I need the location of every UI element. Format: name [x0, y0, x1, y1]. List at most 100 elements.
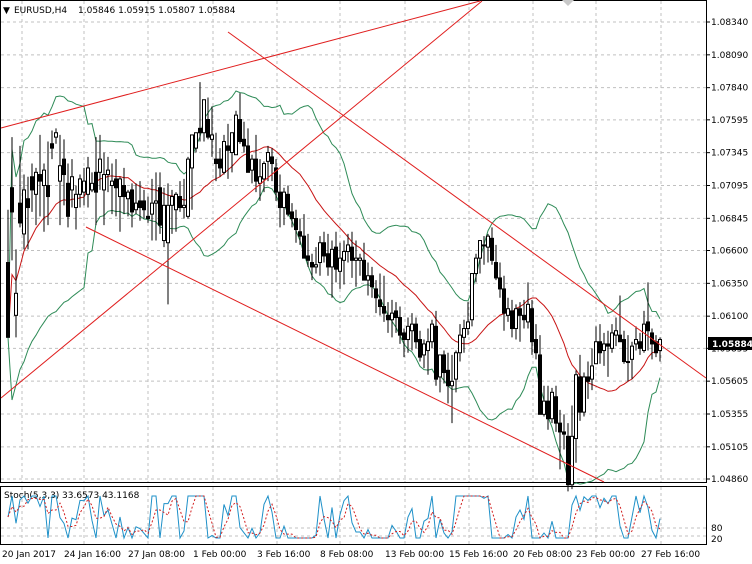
candle-body[interactable]	[598, 341, 602, 354]
candle-body[interactable]	[102, 174, 106, 191]
candle-body[interactable]	[214, 158, 218, 165]
candle-body[interactable]	[306, 255, 310, 261]
candle-body[interactable]	[294, 218, 298, 231]
candle-body[interactable]	[494, 262, 498, 279]
candle-body[interactable]	[18, 202, 22, 224]
candle-body[interactable]	[418, 339, 422, 358]
candle-body[interactable]	[654, 341, 658, 354]
candle-body[interactable]	[98, 158, 102, 173]
candle-body[interactable]	[374, 288, 378, 299]
candle-body[interactable]	[282, 191, 286, 209]
candle-body[interactable]	[246, 145, 250, 173]
candle-body[interactable]	[198, 127, 202, 134]
candle-body[interactable]	[406, 325, 410, 341]
candle-body[interactable]	[206, 119, 210, 138]
candle-body[interactable]	[42, 169, 46, 187]
candle-body[interactable]	[54, 132, 58, 138]
candle-body[interactable]	[390, 312, 394, 321]
candle-body[interactable]	[370, 275, 374, 288]
candle-body[interactable]	[574, 374, 578, 440]
candle-body[interactable]	[114, 178, 118, 189]
candle-body[interactable]	[474, 257, 478, 275]
candle-body[interactable]	[342, 251, 346, 261]
chart-menu-arrow-icon[interactable]: ▼	[3, 6, 10, 16]
trendline-2[interactable]	[0, 0, 483, 399]
candle-body[interactable]	[234, 114, 238, 156]
candle-body[interactable]	[506, 308, 510, 316]
candle-body[interactable]	[326, 253, 330, 268]
candle-body[interactable]	[402, 332, 406, 341]
candle-body[interactable]	[250, 158, 254, 171]
candle-body[interactable]	[166, 204, 170, 244]
candle-body[interactable]	[334, 246, 338, 270]
candle-body[interactable]	[314, 264, 318, 268]
candle-body[interactable]	[414, 323, 418, 343]
candle-body[interactable]	[162, 204, 166, 242]
candle-body[interactable]	[510, 310, 514, 330]
candle-body[interactable]	[118, 178, 122, 198]
candle-body[interactable]	[366, 275, 370, 281]
candle-body[interactable]	[258, 176, 262, 184]
candle-body[interactable]	[450, 380, 454, 387]
candle-body[interactable]	[610, 332, 614, 349]
candle-body[interactable]	[274, 167, 278, 193]
candle-body[interactable]	[38, 174, 42, 182]
candle-body[interactable]	[426, 341, 430, 352]
candle-body[interactable]	[158, 187, 162, 226]
candle-body[interactable]	[358, 257, 362, 261]
candle-body[interactable]	[354, 257, 358, 261]
candle-body[interactable]	[538, 354, 542, 415]
candle-body[interactable]	[490, 237, 494, 261]
candle-body[interactable]	[446, 369, 450, 387]
candle-body[interactable]	[522, 314, 526, 321]
candle-body[interactable]	[394, 310, 398, 319]
candle-body[interactable]	[606, 343, 610, 347]
candle-body[interactable]	[602, 343, 606, 352]
candle-body[interactable]	[150, 202, 154, 215]
candle-body[interactable]	[542, 400, 546, 415]
candle-body[interactable]	[386, 314, 390, 321]
candle-body[interactable]	[126, 191, 130, 200]
candle-body[interactable]	[262, 163, 266, 180]
candle-body[interactable]	[142, 200, 146, 211]
candle-body[interactable]	[498, 277, 502, 290]
price-pane[interactable]	[0, 0, 707, 545]
candle-body[interactable]	[122, 185, 126, 198]
candle-body[interactable]	[502, 288, 506, 314]
candle-body[interactable]	[226, 145, 230, 151]
candle-body[interactable]	[46, 185, 50, 198]
candle-body[interactable]	[202, 99, 206, 134]
candle-body[interactable]	[430, 323, 434, 343]
candle-body[interactable]	[14, 292, 18, 316]
candle-body[interactable]	[178, 196, 182, 209]
stochastic-pane[interactable]: Stoch(5,3,3) 33.6573 43.1168 80 20	[0, 486, 723, 546]
candle-body[interactable]	[482, 244, 486, 247]
candlesticks[interactable]	[6, 82, 662, 492]
candle-body[interactable]	[486, 235, 490, 248]
candle-body[interactable]	[470, 273, 474, 321]
candle-body[interactable]	[398, 317, 402, 336]
candle-body[interactable]	[594, 341, 598, 365]
candle-body[interactable]	[10, 187, 14, 213]
candle-body[interactable]	[634, 339, 638, 345]
candle-body[interactable]	[86, 167, 90, 195]
candle-body[interactable]	[626, 361, 630, 364]
candle-body[interactable]	[478, 240, 482, 259]
candle-body[interactable]	[582, 376, 586, 413]
candle-body[interactable]	[154, 200, 158, 204]
candle-body[interactable]	[346, 244, 350, 253]
candle-body[interactable]	[74, 193, 78, 209]
candle-body[interactable]	[30, 176, 34, 191]
candle-body[interactable]	[110, 180, 114, 187]
candle-body[interactable]	[554, 396, 558, 424]
trend-channel-lines[interactable]	[0, 0, 707, 483]
candle-body[interactable]	[34, 171, 38, 195]
candle-body[interactable]	[526, 303, 530, 323]
candle-body[interactable]	[62, 158, 66, 176]
candle-body[interactable]	[578, 376, 582, 413]
candle-body[interactable]	[238, 119, 242, 143]
candle-body[interactable]	[170, 196, 174, 206]
candle-body[interactable]	[614, 330, 618, 336]
candle-body[interactable]	[350, 246, 354, 261]
